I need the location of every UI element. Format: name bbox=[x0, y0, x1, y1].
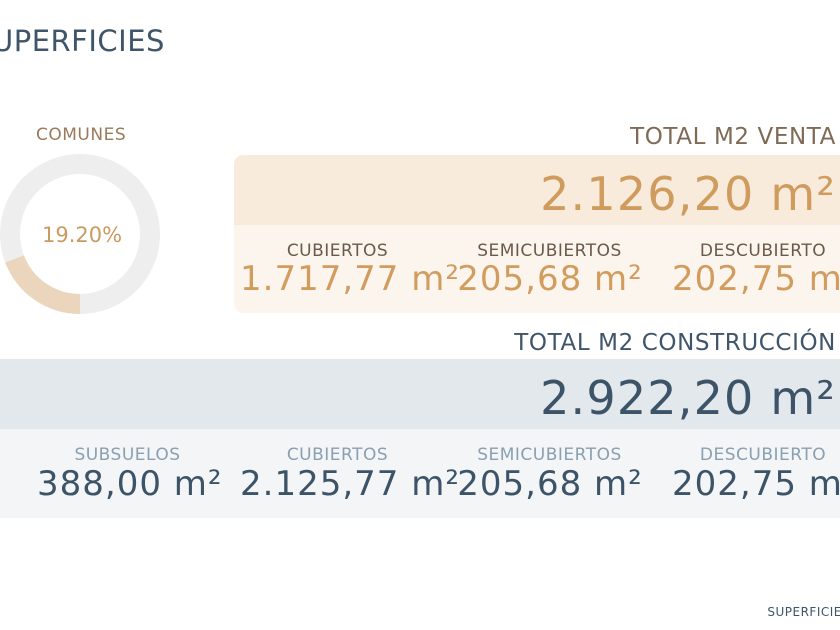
venta-semicubiertos-label: SEMICUBIERTOS bbox=[477, 241, 622, 261]
venta-cubiertos-value: 1.717,77 m² bbox=[240, 259, 460, 299]
page-title: UPERFICIES bbox=[0, 24, 165, 58]
venta-semicubiertos-value: 205,68 m² bbox=[457, 259, 643, 299]
donut-arc-comunes bbox=[0, 154, 160, 314]
venta-descubierto-value: 202,75 m² bbox=[672, 259, 840, 299]
construccion-detail-band bbox=[0, 429, 840, 518]
construccion-total-value: 2.922,20 m² bbox=[540, 371, 836, 425]
construccion-cubiertos-value: 2.125,77 m² bbox=[240, 464, 460, 504]
construccion-cubiertos-label: CUBIERTOS bbox=[286, 445, 389, 465]
venta-cubiertos-label: CUBIERTOS bbox=[286, 241, 389, 261]
construccion-descubierto-label: DESCUBIERTO bbox=[699, 445, 827, 465]
construccion-descubierto-value: 202,75 m² bbox=[672, 464, 840, 504]
construccion-semicubiertos-label: SEMICUBIERTOS bbox=[477, 445, 622, 465]
venta-total-band bbox=[234, 155, 840, 225]
construccion-total-band bbox=[0, 359, 840, 429]
construccion-semicubiertos-value: 205,68 m² bbox=[457, 464, 643, 504]
venta-total-value: 2.126,20 m² bbox=[540, 167, 836, 221]
construccion-subsuelos-label: SUBSUELOS bbox=[74, 445, 181, 465]
construccion-subsuelos-value: 388,00 m² bbox=[37, 464, 223, 504]
comunes-donut-chart bbox=[0, 154, 160, 314]
construccion-title: TOTAL M2 CONSTRUCCIÓN bbox=[514, 330, 836, 356]
comunes-label: COMUNES bbox=[36, 125, 127, 145]
venta-title: TOTAL M2 VENTA bbox=[630, 124, 836, 150]
venta-detail-band bbox=[234, 225, 840, 313]
venta-descubierto-label: DESCUBIERTO bbox=[699, 241, 827, 261]
comunes-percentage: 19.20% bbox=[42, 223, 123, 247]
footer-label: SUPERFICIES bbox=[767, 605, 840, 619]
